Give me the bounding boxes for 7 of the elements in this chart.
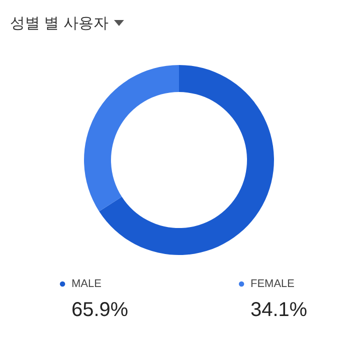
legend-label: FEMALE [250,278,295,290]
donut-slice [99,65,274,255]
data-label: 34.1% [250,299,308,321]
chart-title: 성별 별 사용자 [10,14,108,33]
data-label: 65.9% [72,299,128,321]
donut-slice [84,65,179,212]
legend-label: MALE [72,278,102,290]
